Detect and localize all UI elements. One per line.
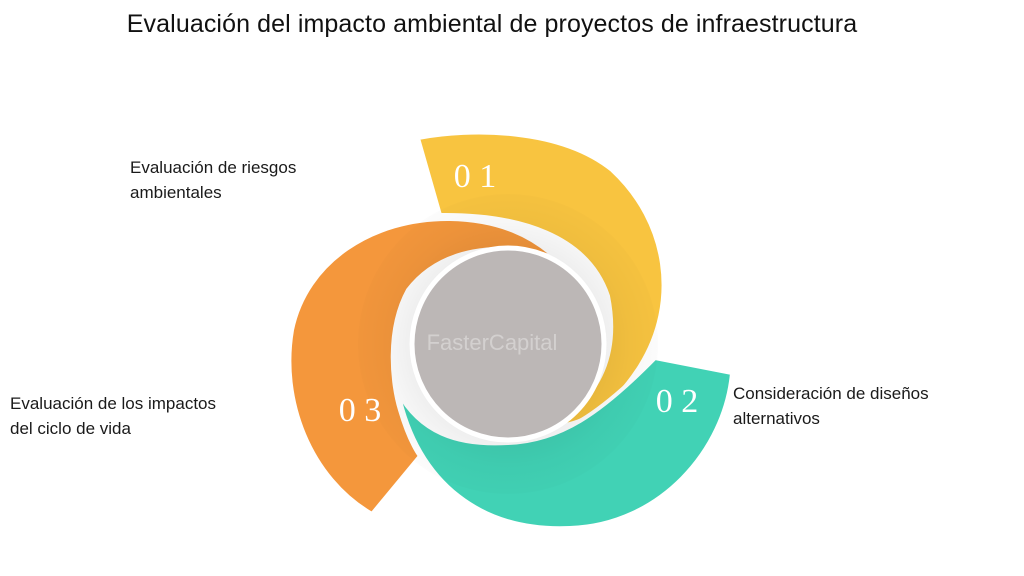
step-label-01: Evaluación de riesgos ambientales [130, 155, 296, 205]
step-label-01-line-2: ambientales [130, 183, 222, 202]
diagram-title: Evaluación del impacto ambiental de proy… [126, 10, 858, 38]
step-label-03-line-2: del ciclo de vida [10, 419, 131, 438]
step-label-02: Consideración de diseños alternativos [733, 381, 929, 431]
step-number-01: 0 1 [454, 158, 497, 195]
step-number-03: 0 3 [339, 392, 382, 429]
center-circle [409, 245, 607, 443]
step-label-03-line-1: Evaluación de los impactos [10, 394, 217, 413]
step-label-02-line-1: Consideración de diseños [733, 384, 929, 403]
center-watermark: FasterCapital [427, 330, 558, 355]
step-label-01-line-1: Evaluación de riesgos [130, 158, 297, 177]
step-number-02: 0 2 [656, 383, 699, 420]
step-label-03: Evaluación de los impactos del ciclo de … [10, 391, 216, 441]
step-label-02-line-2: alternativos [733, 409, 820, 428]
